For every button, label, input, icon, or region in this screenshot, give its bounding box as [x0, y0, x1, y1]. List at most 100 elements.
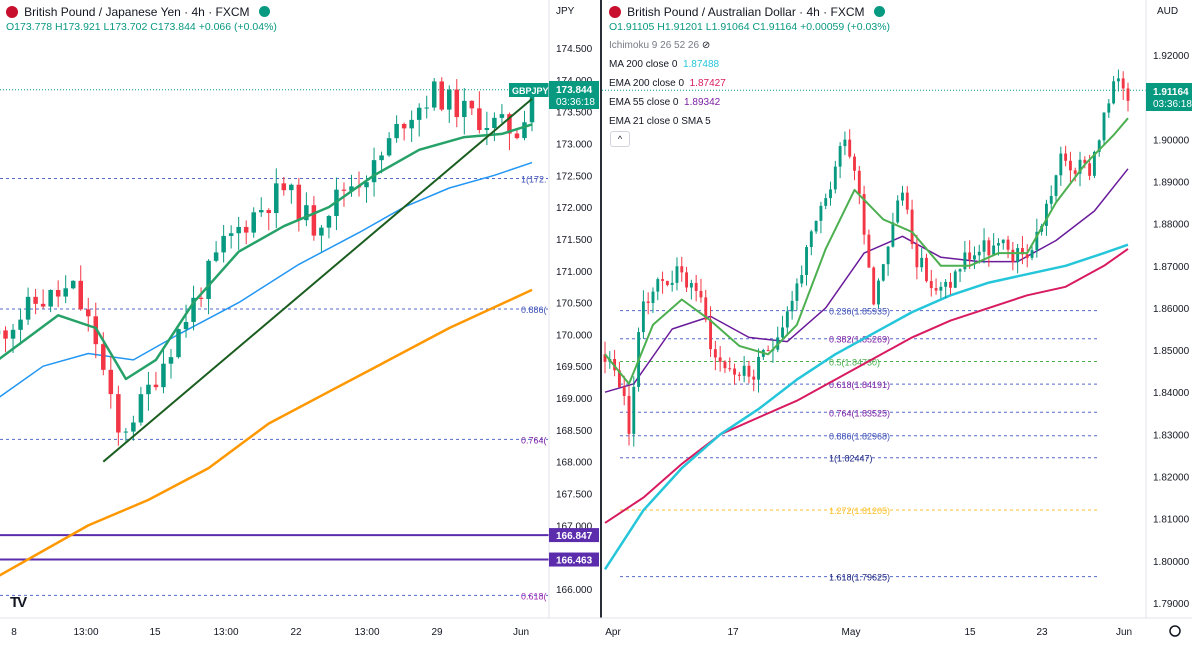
tradingview-logo[interactable]: TV: [10, 594, 25, 611]
left-candle-body: [297, 185, 302, 220]
left-price-tick: 174.500: [556, 44, 593, 55]
right-time-tick: 17: [727, 627, 739, 638]
left-candle-body: [402, 124, 407, 128]
left-time-tick: 13:00: [73, 627, 98, 638]
indicator-ema55[interactable]: EMA 55 close 0 1.89342: [609, 93, 726, 112]
left-visibility-eye-icon[interactable]: [259, 6, 270, 17]
right-fib-label: 0.764(1.83525): [829, 408, 890, 418]
right-price-tick: 1.88000: [1153, 220, 1190, 231]
left-candle-body: [169, 357, 174, 364]
indicator-ma200-label: MA 200 close 0: [609, 59, 677, 70]
indicator-ema21[interactable]: EMA 21 close 0 SMA 5: [609, 112, 726, 131]
hidden-eye-icon[interactable]: ⊘: [702, 40, 710, 51]
right-candle-body: [800, 275, 803, 283]
indicator-ma200[interactable]: MA 200 close 0 1.87488: [609, 55, 726, 74]
right-candle-body: [1059, 154, 1062, 176]
right-candle-body: [1112, 81, 1115, 103]
left-candle-body: [11, 330, 16, 339]
right-candle-body: [853, 157, 856, 171]
right-candle-body: [983, 240, 986, 251]
left-close: C173.844: [150, 21, 196, 33]
right-candle-body: [623, 387, 626, 396]
right-candle-body: [944, 282, 947, 287]
right-candle-body: [724, 362, 727, 369]
right-candle-body: [1055, 175, 1058, 196]
right-candle-body: [786, 311, 789, 327]
left-candle-body: [56, 290, 61, 297]
indicator-ema55-label: EMA 55 close 0: [609, 97, 678, 108]
right-fib-label: 0.236(1.85935): [829, 307, 890, 317]
pane-separator[interactable]: [600, 0, 602, 645]
right-candle-body: [719, 357, 722, 361]
right-candle-body: [843, 140, 846, 146]
left-price-tick: 167.500: [556, 490, 593, 501]
right-symbol-icon: [609, 6, 621, 18]
right-chart-pane[interactable]: 0.236(1.85935)0.382(1.85269)0.5(1.84730)…: [602, 70, 1146, 583]
left-chart-pane[interactable]: 1(172.0.886(0.764(0.618(GBPJPY: [0, 77, 549, 601]
left-candle-body: [462, 101, 467, 117]
left-candle-body: [274, 183, 279, 213]
left-candle-body: [139, 394, 144, 422]
right-candle-body: [887, 247, 890, 265]
right-candle-body: [748, 366, 751, 377]
left-chart-title[interactable]: British Pound / Japanese Yen · 4h · FXCM: [24, 5, 249, 19]
right-candle-body: [690, 283, 693, 287]
indicator-list: Ichimoku 9 26 52 26 ⊘ MA 200 close 0 1.8…: [609, 36, 726, 131]
left-candle-body: [312, 205, 317, 235]
right-price-tick: 1.89000: [1153, 177, 1190, 188]
right-fib-label: 0.886(1.82968): [829, 432, 890, 442]
right-price-tick: 1.92000: [1153, 51, 1190, 62]
right-countdown-text: 03:36:18: [1153, 99, 1192, 110]
right-candle-body: [666, 281, 669, 285]
left-price-axis[interactable]: JPY174.500174.000173.500173.000172.50017…: [549, 0, 600, 618]
left-price-tick: 173.500: [556, 108, 593, 119]
left-price-tick: 171.500: [556, 235, 593, 246]
left-time-tick: 22: [290, 627, 302, 638]
right-candle-body: [1007, 240, 1010, 250]
left-price-tick: 171.000: [556, 267, 593, 278]
right-currency-label: AUD: [1157, 6, 1178, 17]
right-candle-body: [824, 198, 827, 206]
right-chart-title[interactable]: British Pound / Australian Dollar · 4h ·…: [627, 5, 864, 19]
left-fib-1-label: 1(172.: [521, 174, 547, 184]
right-candle-body: [733, 369, 736, 375]
left-time-tick: 8: [11, 627, 17, 638]
left-candle-body: [372, 160, 377, 182]
left-candle-body: [327, 216, 332, 228]
right-candle-body: [939, 287, 942, 291]
right-candle-body: [954, 271, 957, 287]
indicator-ema200[interactable]: EMA 200 close 0 1.87427: [609, 74, 726, 93]
left-high: H173.921: [55, 21, 101, 33]
left-candle-body: [492, 118, 497, 128]
left-candle-body: [116, 394, 121, 432]
indicator-ichimoku[interactable]: Ichimoku 9 26 52 26 ⊘: [609, 36, 726, 55]
left-candle-body: [439, 81, 444, 109]
left-candle-body: [394, 124, 399, 138]
left-price-tick: 169.500: [556, 362, 593, 373]
collapse-indicators-button[interactable]: ^: [610, 131, 630, 147]
left-time-tick: 13:00: [354, 627, 379, 638]
right-candle-body: [815, 221, 818, 232]
left-price-tick: 172.000: [556, 203, 593, 214]
right-candle-body: [685, 272, 688, 287]
right-candle-body: [997, 243, 1000, 245]
left-fib-0886-label: 0.886(: [521, 305, 547, 315]
right-candle-body: [872, 268, 875, 305]
right-candle-body: [714, 349, 717, 357]
right-visibility-eye-icon[interactable]: [874, 6, 885, 17]
right-candle-body: [901, 193, 904, 201]
right-candle-body: [1122, 78, 1125, 88]
right-fib-label: 0.618(1.84191): [829, 380, 890, 390]
right-candle-body: [738, 375, 741, 376]
left-price-tick: 166.000: [556, 585, 593, 596]
right-last-price-text: 1.91164: [1153, 87, 1189, 98]
right-change: +0.00059 (+0.03%): [800, 21, 890, 33]
left-candle-body: [101, 344, 106, 370]
right-price-axis[interactable]: AUD1.920001.910001.900001.890001.880001.…: [1146, 0, 1192, 618]
right-candle-body: [1088, 163, 1091, 176]
left-candle-body: [236, 227, 241, 233]
right-candle-body: [925, 258, 928, 281]
